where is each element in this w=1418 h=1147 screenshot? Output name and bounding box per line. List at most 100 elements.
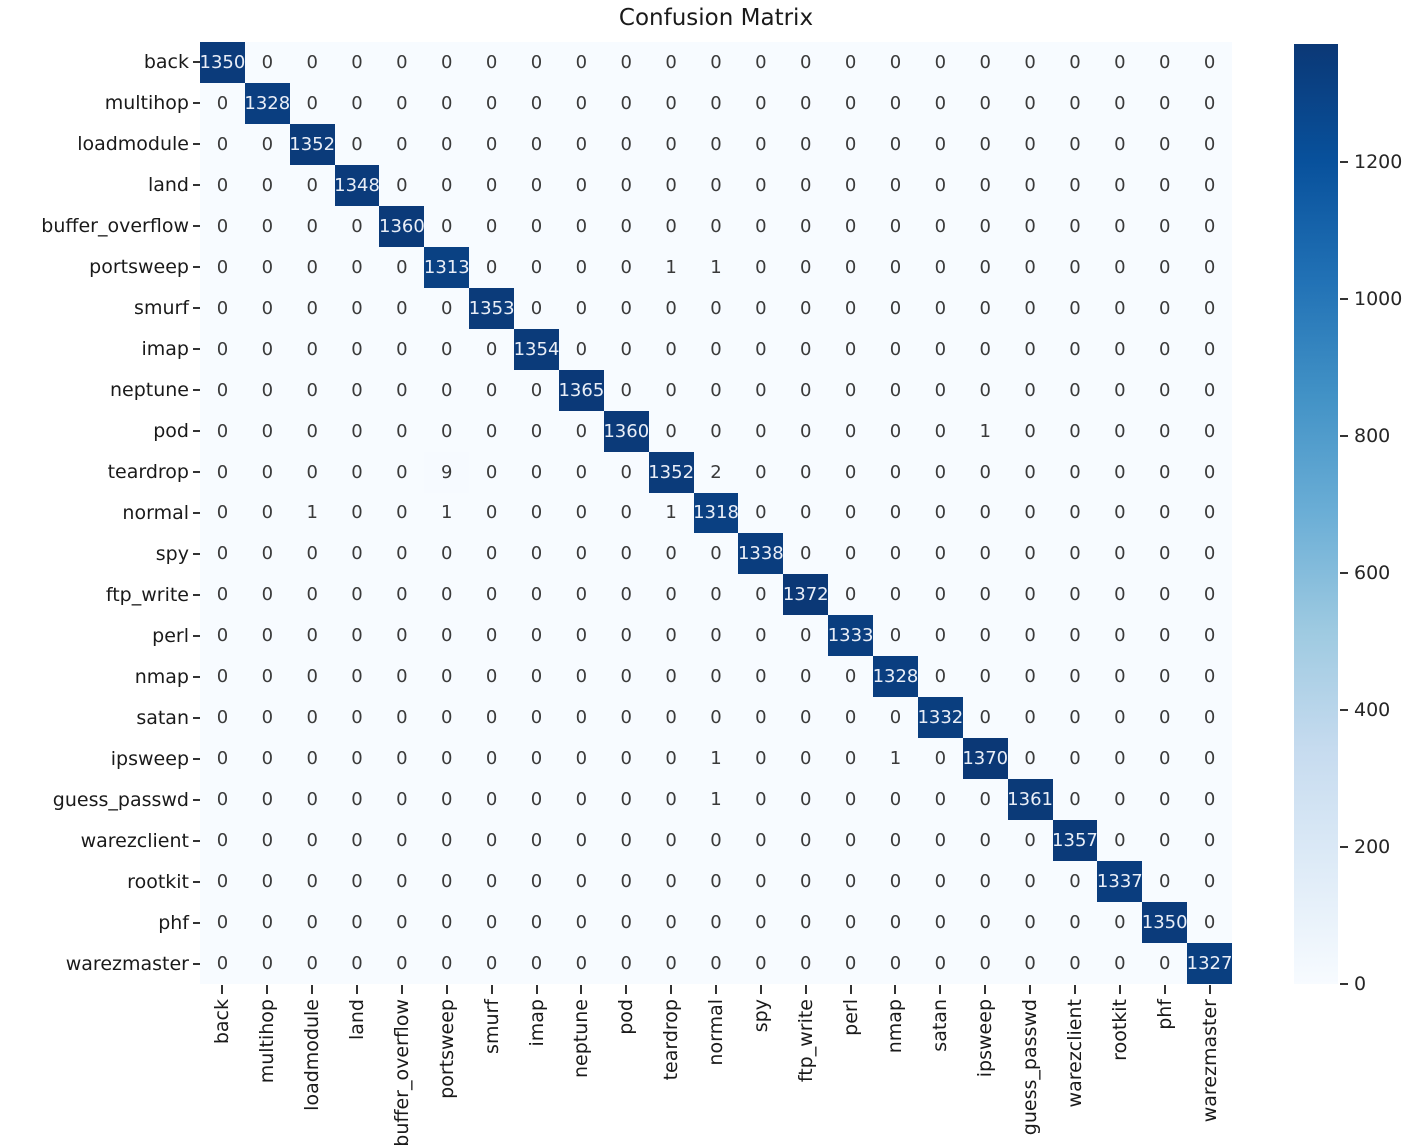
matrix-cell: 0 <box>917 246 963 288</box>
matrix-cell: 0 <box>873 574 918 616</box>
matrix-cell: 0 <box>1007 615 1053 657</box>
matrix-cell: 0 <box>558 205 604 247</box>
matrix-cell: 0 <box>514 164 559 206</box>
matrix-cell: 0 <box>469 123 515 165</box>
colorbar-tick-label: 0 <box>1354 973 1367 995</box>
matrix-cell: 0 <box>648 410 694 452</box>
matrix-cell: 0 <box>289 820 335 862</box>
matrix-cell: 0 <box>603 533 649 575</box>
matrix-cell: 0 <box>424 369 470 411</box>
matrix-cell: 0 <box>738 451 784 493</box>
matrix-cell: 0 <box>962 451 1008 493</box>
y-tick-mark <box>193 675 200 678</box>
matrix-cell: 0 <box>514 492 559 534</box>
y-axis-label: nmap <box>134 665 189 688</box>
matrix-cell: 0 <box>1052 287 1098 329</box>
x-axis-label: guess_passwd <box>1019 999 1042 1136</box>
x-axis-label: spy <box>749 999 772 1033</box>
matrix-cell: 0 <box>1142 615 1188 657</box>
matrix-cell: 2 <box>693 451 739 493</box>
matrix-cell: 0 <box>334 328 380 370</box>
matrix-cell: 0 <box>917 410 963 452</box>
matrix-cell: 0 <box>1007 943 1053 984</box>
matrix-cell: 0 <box>244 287 290 329</box>
matrix-cell: 0 <box>873 615 918 657</box>
matrix-cell: 0 <box>1142 574 1188 616</box>
matrix-cell: 0 <box>244 205 290 247</box>
matrix-cell: 0 <box>603 82 649 124</box>
matrix-cell: 0 <box>289 779 335 821</box>
matrix-cell: 0 <box>200 574 245 616</box>
colorbar-tick-mark <box>1340 708 1348 711</box>
matrix-cell: 0 <box>289 902 335 944</box>
matrix-cell: 0 <box>379 861 425 903</box>
matrix-cell: 0 <box>917 820 963 862</box>
y-tick-mark <box>193 61 200 64</box>
matrix-cell: 0 <box>603 369 649 411</box>
x-axis-label: imap <box>525 999 548 1047</box>
matrix-cell: 0 <box>783 451 829 493</box>
x-tick-mark <box>580 985 583 994</box>
matrix-cell: 0 <box>289 574 335 616</box>
matrix-cell: 1365 <box>558 369 604 411</box>
matrix-cell: 0 <box>1187 820 1232 862</box>
matrix-cell: 0 <box>424 82 470 124</box>
matrix-cell: 0 <box>244 410 290 452</box>
x-axis-label: perl <box>839 999 862 1036</box>
matrix-cell: 0 <box>693 410 739 452</box>
matrix-cell: 0 <box>469 533 515 575</box>
matrix-cell: 0 <box>558 287 604 329</box>
matrix-cell: 0 <box>244 123 290 165</box>
matrix-cell: 1352 <box>648 451 694 493</box>
matrix-cell: 0 <box>200 164 245 206</box>
matrix-cell: 0 <box>917 574 963 616</box>
y-tick-mark <box>193 389 200 392</box>
matrix-cell: 0 <box>1097 328 1143 370</box>
matrix-cell: 0 <box>200 492 245 534</box>
matrix-cell: 0 <box>693 369 739 411</box>
colorbar-tick-mark <box>1340 983 1348 985</box>
matrix-cell: 1357 <box>1052 820 1098 862</box>
matrix-cell: 0 <box>334 410 380 452</box>
matrix-cell: 1337 <box>1097 861 1143 903</box>
matrix-cell: 0 <box>334 943 380 984</box>
matrix-cell: 0 <box>289 533 335 575</box>
x-axis-label: warezclient <box>1063 999 1086 1108</box>
matrix-cell: 0 <box>1142 246 1188 288</box>
x-axis-label-slot: land <box>335 999 380 1040</box>
matrix-cell: 0 <box>244 656 290 698</box>
matrix-cell: 0 <box>424 615 470 657</box>
matrix-cell: 0 <box>244 451 290 493</box>
matrix-cell: 0 <box>1142 533 1188 575</box>
matrix-cell: 0 <box>1187 902 1232 944</box>
matrix-cell: 0 <box>783 164 829 206</box>
matrix-cell: 0 <box>648 42 694 83</box>
matrix-cell: 0 <box>828 943 874 984</box>
matrix-cell: 0 <box>334 656 380 698</box>
x-axis-label: satan <box>929 999 952 1052</box>
matrix-cell: 0 <box>379 328 425 370</box>
matrix-cell: 0 <box>244 943 290 984</box>
y-tick-mark <box>193 143 200 146</box>
matrix-cell: 0 <box>200 533 245 575</box>
colorbar-tick-label: 800 <box>1354 424 1391 447</box>
matrix-cell: 0 <box>424 738 470 780</box>
x-tick-mark <box>490 985 493 994</box>
x-tick-mark <box>625 985 628 994</box>
matrix-cell: 1370 <box>962 738 1008 780</box>
matrix-cell: 0 <box>828 779 874 821</box>
matrix-cell: 0 <box>962 42 1008 83</box>
matrix-cell: 0 <box>1052 533 1098 575</box>
matrix-cell: 0 <box>558 574 604 616</box>
matrix-cell: 0 <box>783 902 829 944</box>
matrix-cell: 0 <box>1007 861 1053 903</box>
matrix-cell: 0 <box>738 943 784 984</box>
matrix-cell: 0 <box>558 943 604 984</box>
matrix-cell: 0 <box>289 656 335 698</box>
matrix-cell: 0 <box>1187 410 1232 452</box>
matrix-cell: 0 <box>244 369 290 411</box>
colorbar-tick-mark <box>1340 845 1348 848</box>
matrix-cell: 0 <box>424 820 470 862</box>
matrix-cell: 0 <box>1007 246 1053 288</box>
matrix-cell: 0 <box>514 902 559 944</box>
